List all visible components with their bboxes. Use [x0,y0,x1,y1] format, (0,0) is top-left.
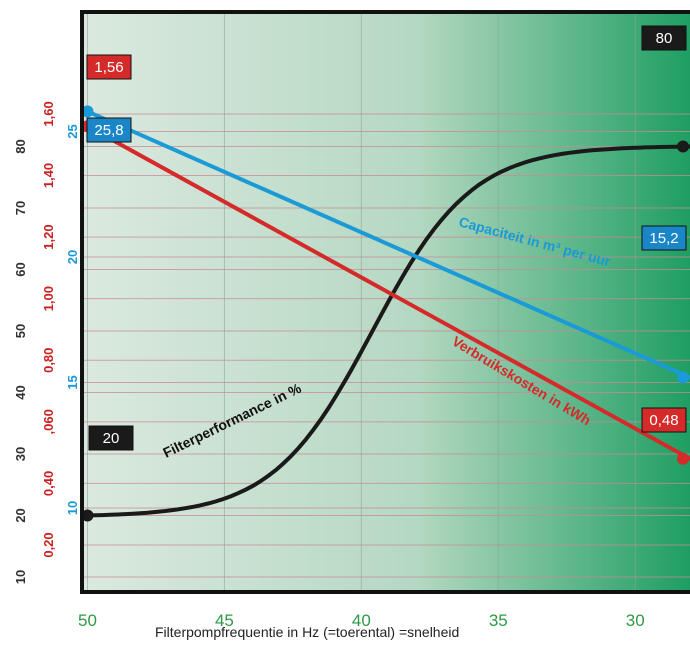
y-tick-label-kwh: 1,20 [41,224,56,249]
x-tick-label: 30 [626,611,645,630]
series-line-0 [85,144,690,518]
y-tick-label-kwh: 0,80 [41,348,56,373]
series-points [81,105,689,522]
data-point [677,140,689,153]
y-tick-label-m3: 15 [65,375,80,389]
y-tick-label-pct: 20 [13,508,28,522]
y-tick-label-kwh: 1,40 [41,163,56,188]
value-label-box [88,425,134,451]
x-tick-label: 45 [215,611,234,630]
value-label: 25,8 [94,122,123,139]
x-tick-label: 35 [489,611,508,630]
y-tick-label-kwh: 1,60 [41,101,56,126]
plot-frame [80,10,690,594]
value-label-box [86,54,132,80]
value-label-box [641,225,687,251]
y-tick-label-kwh: 0,20 [41,532,56,557]
gridlines [82,12,690,592]
series-lines [85,109,690,518]
data-point [677,452,689,465]
series-line-1 [85,124,690,461]
value-label: 1,56 [94,59,123,76]
x-axis-ticks: 50 45 40 35 30 [78,611,645,630]
y-tick-label-pct: 60 [13,262,28,276]
value-label: 20 [103,430,120,447]
x-tick-label: 40 [352,611,371,630]
y-tick-label-pct: 30 [13,447,28,461]
value-label-box [641,407,687,433]
value-label: 80 [656,30,673,47]
x-axis-label: Filterpompfrequentie in Hz (=toerental) … [155,624,460,640]
y-tick-label-m3: 10 [65,501,80,515]
data-point [81,509,94,522]
y-tick-label-kwh: ,060 [41,409,56,434]
series-value-labels: 20 80 1,56 0,48 25,8 15,2 [86,25,687,451]
data-point [81,105,94,118]
y-tick-label-pct: 40 [13,385,28,399]
y-tick-label-pct: 70 [13,201,28,215]
y-tick-label-pct: 10 [13,570,28,584]
x-tick-label: 50 [78,611,97,630]
value-label: 0,48 [649,412,678,429]
y-tick-label-kwh: 0,40 [41,471,56,496]
value-label-box [641,25,687,51]
y-tick-label-kwh: 1,00 [41,286,56,311]
value-label: 15,2 [649,230,678,247]
y-axis-ticks: 10 20 30 40 50 60 70 80 0,20 0,40 ,060 0,80 1,00 1,20… [13,101,80,584]
y-tick-label-pct: 50 [13,324,28,338]
value-label-box [86,117,132,143]
series-line-2 [85,109,690,380]
y-tick-label-pct: 80 [13,139,28,153]
y-tick-label-m3: 20 [65,250,80,264]
data-point [677,371,689,384]
y-tick-label-m3: 25 [65,124,80,138]
